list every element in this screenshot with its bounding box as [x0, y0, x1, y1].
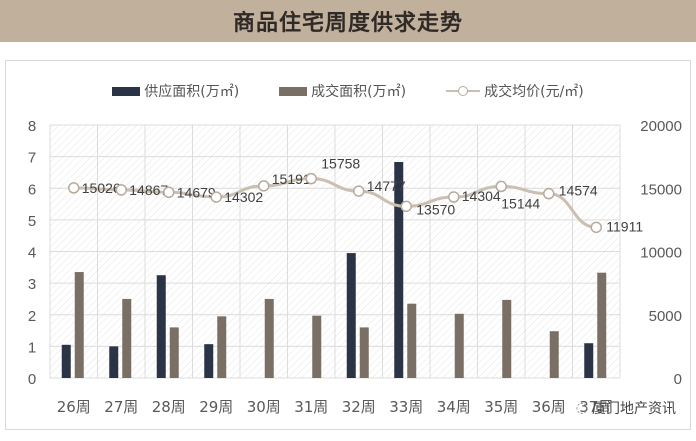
legend-item-supply: 供应面积(万㎡) — [112, 81, 239, 101]
deal-bar — [217, 316, 227, 378]
deal-bar — [264, 298, 274, 378]
page-title: 商品住宅周度供求走势 — [232, 11, 463, 36]
deal-bar — [169, 327, 179, 378]
price-marker — [590, 221, 602, 234]
price-data-label: 14867 — [129, 182, 168, 198]
supply-bar — [584, 343, 594, 378]
price-data-label: 14304 — [462, 188, 501, 204]
title-bar: 商品住宅周度供求走势 — [0, 0, 696, 42]
x-axis-tick: 27周 — [104, 398, 138, 416]
price-marker — [495, 180, 507, 193]
supply-bar — [156, 275, 166, 378]
deal-bar — [74, 272, 84, 378]
x-axis-tick: 37周 — [579, 398, 613, 416]
price-marker — [400, 200, 412, 213]
left-axis-tick: 7 — [28, 150, 36, 167]
legend-item-deal: 成交面积(万㎡) — [279, 81, 406, 101]
price-data-label: 14302 — [224, 189, 263, 205]
right-axis-tick: 10000 — [640, 245, 682, 262]
price-data-label: 14574 — [559, 183, 598, 199]
supply-bar — [61, 344, 71, 378]
left-axis-tick: 0 — [28, 371, 36, 388]
legend-item-price: 成交均价(元/㎡) — [446, 81, 584, 101]
price-marker — [163, 186, 175, 199]
price-marker — [543, 187, 555, 200]
x-axis-tick: 33周 — [389, 398, 423, 416]
price-marker — [353, 185, 365, 197]
right-axis-tick: 15000 — [640, 181, 682, 198]
wechat-icon: ◌ — [575, 400, 588, 416]
line-marker-icon — [446, 85, 481, 97]
legend-label: 成交面积(万㎡) — [311, 84, 407, 100]
price-data-label: 11911 — [606, 218, 643, 234]
watermark-text: 厦门地产资讯 — [592, 401, 676, 417]
deal-bar — [312, 315, 322, 378]
x-axis-tick: 28周 — [152, 398, 186, 416]
price-marker — [258, 180, 270, 192]
price-marker — [448, 191, 460, 203]
price-data-label: 15026 — [82, 180, 121, 196]
left-axis-tick: 2 — [28, 308, 36, 325]
price-data-label: 13570 — [416, 201, 455, 217]
price-data-label: 15144 — [501, 195, 540, 211]
deal-bar — [359, 327, 369, 378]
watermark: ◌ 厦门地产资讯 — [576, 398, 676, 418]
deal-bar — [502, 299, 512, 378]
x-axis-tick: 34周 — [437, 398, 471, 416]
left-axis-tick: 4 — [28, 245, 36, 262]
left-axis-tick: 8 — [28, 118, 36, 135]
x-axis-tick: 32周 — [342, 398, 376, 416]
right-axis-tick: 20000 — [640, 118, 682, 135]
supply-bar — [346, 253, 356, 378]
legend-label: 供应面积(万㎡) — [144, 84, 240, 100]
x-axis-tick: 31周 — [294, 398, 328, 416]
chart-legend: 供应面积(万㎡) 成交面积(万㎡) 成交均价(元/㎡) — [0, 80, 696, 102]
legend-label: 成交均价(元/㎡) — [484, 84, 584, 100]
supply-swatch-icon — [112, 86, 141, 96]
deal-bar — [597, 272, 607, 378]
x-axis-tick: 29周 — [199, 398, 233, 416]
x-axis-tick: 30周 — [247, 398, 281, 416]
supply-bar — [394, 162, 404, 378]
left-axis-tick: 6 — [28, 181, 36, 198]
x-axis-tick: 36周 — [532, 398, 566, 416]
left-axis-tick: 1 — [28, 339, 36, 356]
left-axis-tick: 5 — [28, 213, 36, 230]
deal-bar — [549, 331, 559, 378]
deal-bar — [454, 313, 464, 378]
price-marker — [68, 182, 80, 194]
left-axis-tick: 3 — [28, 276, 36, 293]
supply-bar — [204, 344, 214, 378]
deal-swatch-icon — [279, 86, 308, 96]
price-marker — [305, 172, 317, 185]
deal-bar — [122, 298, 132, 378]
deal-bar — [407, 303, 417, 378]
right-axis-tick: 5000 — [649, 308, 682, 325]
price-data-label: 15191 — [272, 171, 311, 187]
price-marker — [210, 191, 222, 203]
supply-bar — [109, 346, 119, 378]
x-axis-tick: 35周 — [484, 398, 518, 416]
price-data-label: 14777 — [367, 178, 406, 194]
price-data-label: 14679 — [177, 184, 216, 200]
price-data-label: 15758 — [321, 156, 360, 172]
price-marker — [115, 184, 127, 196]
x-axis-tick: 26周 — [57, 398, 91, 416]
right-axis-tick: 0 — [674, 371, 682, 388]
